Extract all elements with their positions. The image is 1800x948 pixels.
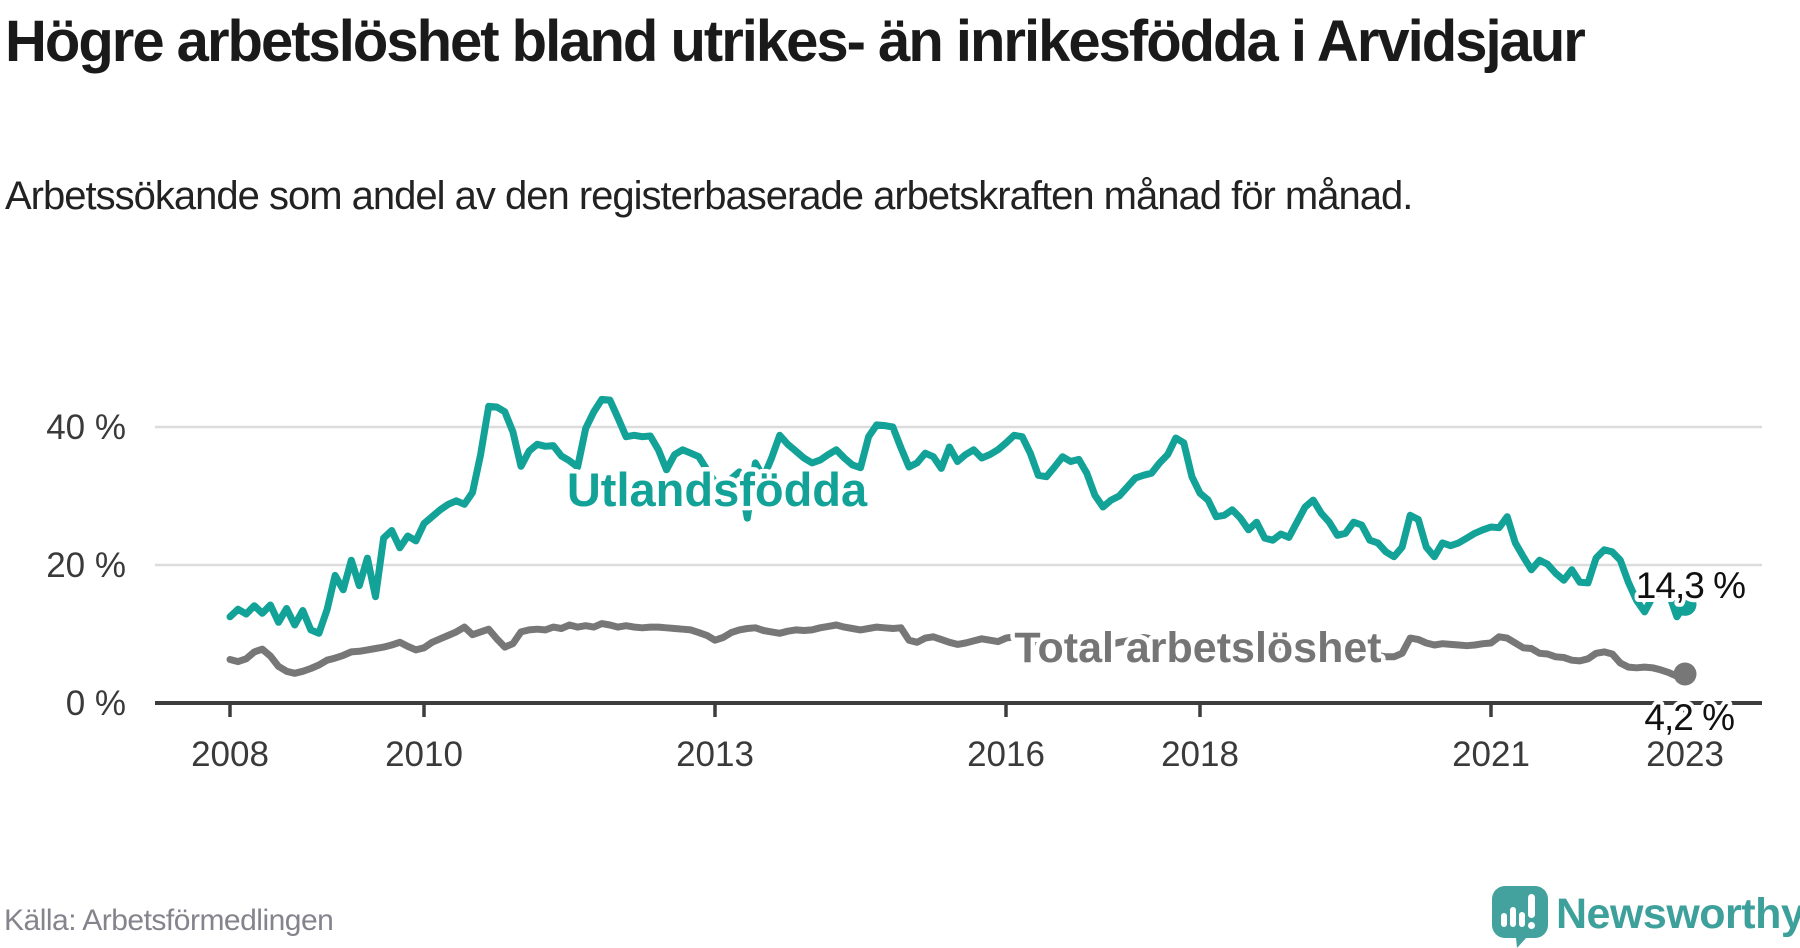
gridlines [155,425,1762,567]
x-axis-ticks [228,703,1687,717]
line-total-arbetsl-shet [226,620,1689,680]
x-tick-label-2008: 2008 [191,735,269,774]
end-value-label-utlandsfodda: 14,3 % [1636,565,1745,606]
x-tick-label-2023: 2023 [1646,735,1724,774]
logo-exclamation-dot [1528,922,1535,929]
y-tick-label-0: 0 % [66,684,126,723]
page-title: Högre arbetslöshet bland utrikes- än inr… [5,9,1586,74]
x-axis-labels: 2008 2010 2013 2016 2018 2021 2023 [191,735,1724,774]
x-tick-label-2021: 2021 [1452,735,1530,774]
logo-bar-chart-glyph [1501,894,1535,929]
logo-exclamation-bar [1528,894,1535,918]
x-tick-label-2016: 2016 [967,735,1045,774]
newsworthy-logo-icon [1492,886,1548,948]
y-tick-label-40: 40 % [46,408,126,447]
brand-name: Newsworthy [1556,890,1800,938]
source-attribution: Källa: Arbetsförmedlingen [4,904,334,937]
series-lines [226,395,1689,680]
end-dot-total-arbetsl-shet [1673,662,1697,686]
x-tick-label-2013: 2013 [676,735,754,774]
y-tick-label-20: 20 % [46,546,126,585]
line-utlandsf-dda [226,395,1689,637]
x-tick-label-2010: 2010 [385,735,463,774]
x-tick-label-2018: 2018 [1161,735,1239,774]
y-axis-labels: 40 % 20 % 0 % [46,408,126,723]
end-value-label-total: 4,2 % [1644,697,1734,738]
series-end-dots [1673,592,1697,686]
series-label-utlandsfodda: Utlandsfödda [567,463,868,516]
end-dot-utlandsf-dda [1673,592,1697,616]
chart-subtitle: Arbetssökande som andel av den registerb… [5,174,1413,218]
series-label-total-arbetsloshet: Total arbetslöshet [1014,624,1381,672]
